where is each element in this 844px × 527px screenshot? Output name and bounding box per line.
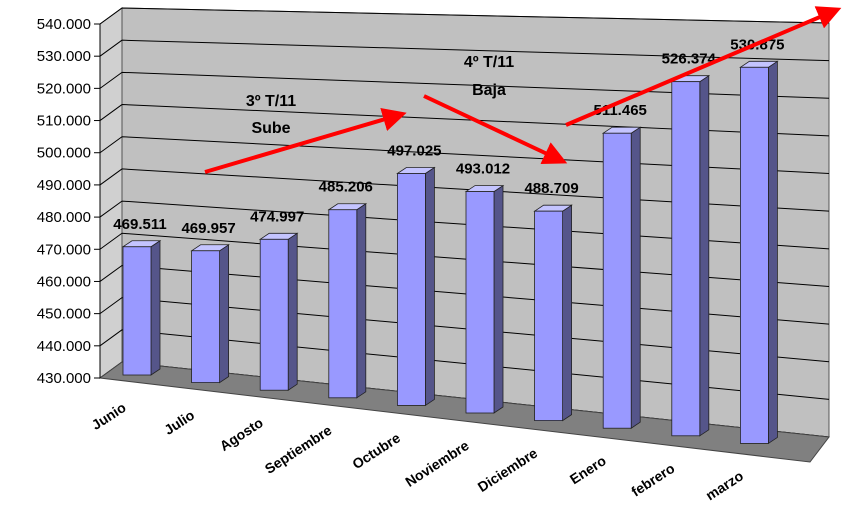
bar	[533, 204, 573, 422]
y-tick-label: 510.000	[37, 113, 91, 130]
trend-arrow-up-q1	[565, 6, 842, 127]
bar-front	[465, 191, 495, 414]
data-label: 485.206	[319, 179, 373, 196]
bar-front	[259, 238, 289, 391]
x-tick-label: Agosto	[217, 414, 266, 454]
data-label: 493.012	[456, 161, 510, 178]
gridlines	[99, 7, 830, 438]
y-tick-label: 470.000	[37, 241, 91, 258]
y-tick-label: 540.000	[37, 16, 91, 33]
data-label: 474.997	[250, 208, 304, 225]
data-label: 469.511	[113, 216, 166, 233]
bar-front	[740, 66, 769, 444]
bar-front	[602, 132, 632, 429]
bar	[464, 184, 505, 414]
gridline	[99, 232, 830, 287]
data-label: 526.374	[662, 51, 717, 68]
bar-side	[150, 240, 161, 376]
gridline	[99, 200, 830, 250]
bar-side	[287, 232, 298, 391]
bar	[327, 203, 368, 399]
gridline	[99, 104, 830, 137]
x-tick-label: Diciembre	[475, 445, 541, 495]
bar-side	[356, 203, 367, 399]
trend-annotations: 3º T/11 Sube 4º T/11 Baja	[204, 6, 842, 174]
data-label: 497.025	[387, 142, 441, 159]
bar	[121, 240, 162, 376]
x-tick-label: Enero	[567, 452, 609, 487]
bar-front	[671, 81, 701, 437]
y-tick-label: 490.000	[37, 177, 91, 194]
trend-arrow-up-q3	[204, 107, 407, 174]
gridline	[99, 168, 830, 212]
annotation-q4-title: 4º T/11	[464, 54, 514, 71]
gridline	[99, 7, 830, 25]
annotation-q3-title: 3º T/11	[246, 93, 296, 110]
bar-front	[534, 210, 563, 422]
bar	[396, 166, 436, 407]
gridline	[99, 39, 830, 62]
bar	[190, 244, 230, 384]
y-tick-label: 430.000	[37, 370, 91, 387]
side-wall	[99, 7, 123, 379]
bar	[601, 126, 642, 429]
y-axis-ticks: 430.000 440.000 450.000 460.000 470.000 480.0…	[37, 16, 100, 387]
x-tick-label: Julio	[161, 407, 197, 438]
data-label: 469.957	[181, 220, 235, 237]
y-tick-label: 530.000	[37, 48, 91, 65]
data-label: 488.709	[524, 180, 578, 197]
annotation-q4-trend: Baja	[472, 82, 506, 99]
bar-front	[328, 209, 358, 399]
annotation-q3-trend: Sube	[251, 120, 290, 137]
x-tick-label: Junio	[89, 399, 129, 433]
y-tick-label: 450.000	[37, 306, 91, 323]
gridline	[99, 71, 830, 99]
bar-side	[562, 204, 572, 422]
bar-side	[493, 184, 504, 414]
y-tick-label: 520.000	[37, 80, 91, 97]
trend-arrow-down-q4	[423, 94, 568, 165]
bar	[670, 74, 711, 437]
bar-front	[122, 246, 152, 376]
x-tick-label: febrero	[628, 460, 677, 500]
bar-side	[768, 60, 778, 445]
bar-front	[191, 250, 221, 384]
y-tick-label: 480.000	[37, 209, 91, 226]
bar-side	[219, 244, 230, 384]
y-tick-label: 440.000	[37, 338, 91, 355]
x-tick-label: marzo	[703, 467, 746, 503]
gridline	[99, 329, 830, 400]
x-tick-label: Noviembre	[402, 437, 472, 490]
y-tick-label: 460.000	[37, 273, 91, 290]
bar-front	[396, 173, 426, 406]
bar-side	[424, 166, 435, 407]
gridline	[99, 136, 830, 175]
bar-side	[699, 74, 710, 437]
gridline	[99, 264, 830, 325]
gridline	[99, 297, 830, 363]
bar-side	[630, 126, 641, 429]
x-tick-label: Septiembre	[262, 422, 335, 477]
y-tick-label: 500.000	[37, 145, 91, 162]
bar	[258, 232, 299, 391]
bar	[739, 60, 779, 445]
x-tick-label: Octubre	[349, 429, 403, 472]
